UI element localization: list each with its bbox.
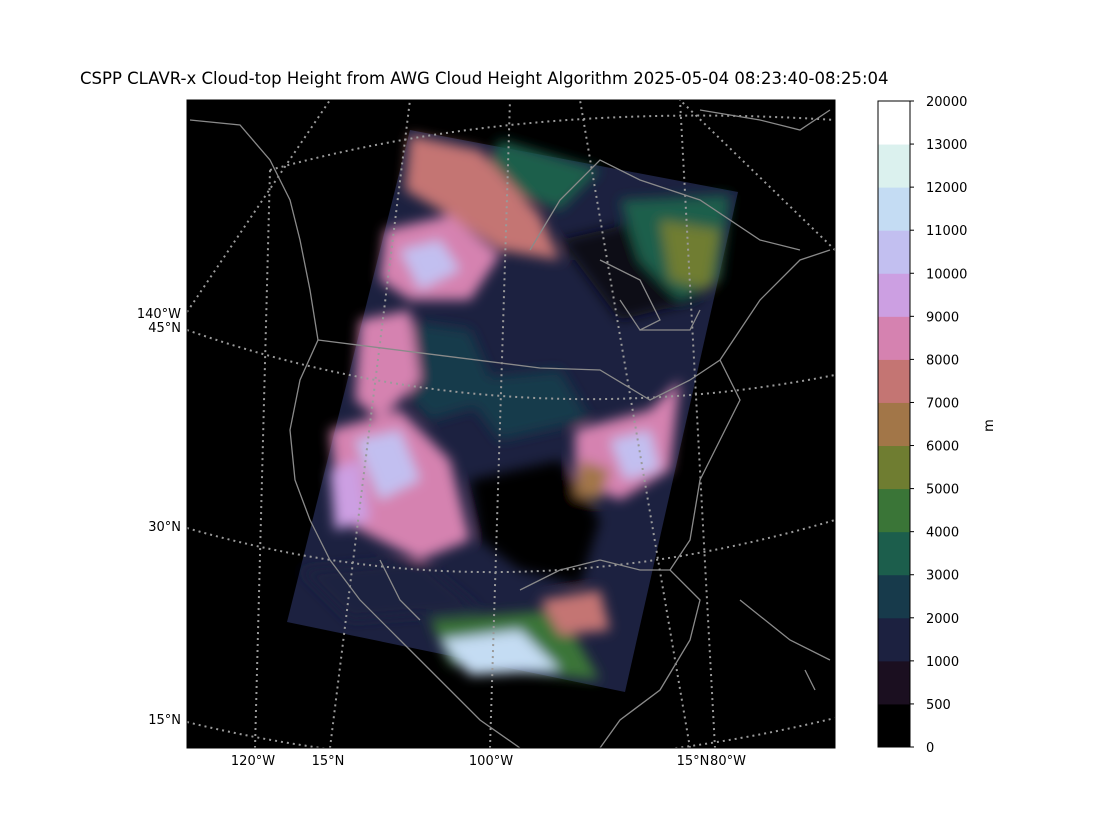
colorbar-label: 2000 <box>926 612 959 627</box>
colorbar-label: 7000 <box>926 396 959 411</box>
left-label-30n: 30°N <box>148 520 181 535</box>
colorbar-label: 8000 <box>926 353 959 368</box>
map-panel <box>187 100 835 748</box>
colorbar-segment <box>878 531 910 576</box>
colorbar-segment <box>878 574 910 619</box>
colorbar-label: 10000 <box>926 267 967 282</box>
colorbar-segment <box>878 402 910 447</box>
map-border <box>186 99 836 749</box>
colorbar <box>878 101 910 748</box>
colorbar-segment <box>878 703 910 748</box>
colorbar-label: 1000 <box>926 655 959 670</box>
left-label-15n: 15°N <box>148 713 181 728</box>
colorbar-label: 3000 <box>926 569 959 584</box>
bottom-label-120w: 120°W <box>231 754 275 769</box>
colorbar-segment <box>878 101 910 145</box>
colorbar-segment <box>878 617 910 662</box>
bottom-label-100w: 100°W <box>469 754 513 769</box>
colorbar-label: 9000 <box>926 310 959 325</box>
left-label-45n: 45°N <box>148 321 181 336</box>
bottom-label-80w: 80°W <box>710 754 746 769</box>
graticule <box>187 100 835 748</box>
colorbar-segment <box>878 187 910 231</box>
colorbar-label: 4000 <box>926 526 959 541</box>
colorbar-label: 20000 <box>926 95 967 110</box>
colorbar-label: 0 <box>926 741 934 756</box>
chart-title: CSPP CLAVR-x Cloud-top Height from AWG C… <box>80 69 889 88</box>
bottom-axis-labels: 120°W 15°N 100°W 15°N 80°W <box>231 754 746 769</box>
colorbar-label: 12000 <box>926 181 967 196</box>
coastlines <box>189 109 831 748</box>
colorbar-label: 500 <box>926 698 951 713</box>
colorbar-segment <box>878 144 910 188</box>
colorbar-label: 13000 <box>926 138 967 153</box>
colorbar-segment <box>878 273 910 317</box>
colorbar-segment <box>878 488 910 533</box>
colorbar-border <box>877 100 911 748</box>
left-axis-labels: 140°W 45°N 30°N 15°N <box>137 307 181 728</box>
colorbar-segment <box>878 445 910 490</box>
colorbar-segment <box>878 359 910 403</box>
colorbar-label: 6000 <box>926 440 959 455</box>
colorbar-label: 5000 <box>926 483 959 498</box>
colorbar-segment <box>878 660 910 705</box>
colorbar-labels: 0 500 1000 2000 3000 4000 5000 6000 7000 8000 9000… <box>910 95 967 756</box>
colorbar-label: 11000 <box>926 224 967 239</box>
left-label-140w: 140°W <box>137 307 181 322</box>
colorbar-segment <box>878 316 910 360</box>
bottom-label-15n-right: 15°N <box>677 754 710 769</box>
satellite-swath <box>287 130 738 692</box>
colorbar-unit: m <box>981 419 997 432</box>
bottom-label-15n-left: 15°N <box>312 754 345 769</box>
colorbar-segment <box>878 230 910 274</box>
